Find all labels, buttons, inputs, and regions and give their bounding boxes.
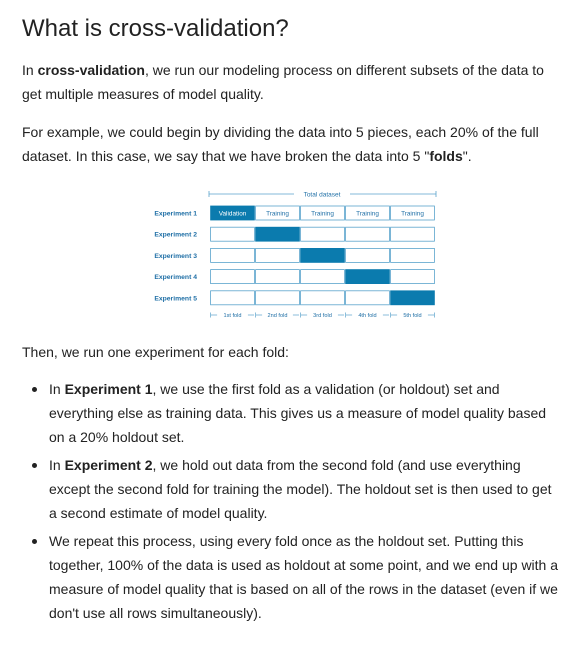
training-fold-cell [300, 290, 345, 306]
experiment-label: Experiment 4 [154, 274, 197, 281]
bullet-text-before: In [49, 381, 65, 397]
training-fold-cell [300, 269, 345, 284]
training-fold-cell [255, 205, 300, 221]
fold-axis: 1st fold 2nd fold 3rd fold 4th fold 5th fold [210, 312, 435, 319]
training-fold-cell [255, 248, 300, 263]
training-fold-cell [390, 226, 435, 242]
training-fold-cell [255, 269, 300, 284]
intro-text-before: In [22, 62, 38, 78]
training-fold-cell [210, 269, 255, 284]
fold-label: 4th fold [358, 313, 376, 319]
validation-fold-cell [300, 248, 345, 263]
training-fold-cell [300, 205, 345, 221]
example-paragraph: For example, we could begin by dividing … [22, 120, 562, 168]
training-fold-cell [345, 290, 390, 306]
experiment-label: Experiment 5 [154, 295, 197, 302]
training-fold-cell [390, 248, 435, 263]
bullet-dot [32, 539, 37, 544]
validation-fold-cell [210, 205, 255, 221]
bullet-bold-term: Experiment 2 [64, 457, 153, 473]
fold-label: 3rd fold [313, 313, 332, 319]
validation-fold-cell [255, 226, 300, 242]
bullet-bold-term: Experiment 1 [64, 381, 153, 397]
training-fold-cell [255, 290, 300, 306]
fold-label: 1st fold [223, 313, 241, 319]
bullet-dot [32, 387, 37, 392]
then-paragraph: Then, we run one experiment for each fol… [22, 344, 289, 360]
training-label: Training [356, 210, 379, 217]
list-item: We repeat this process, using every fold… [22, 529, 562, 625]
fold-label: 5th fold [403, 313, 421, 319]
intro-paragraph: In cross-validation, we run our modeling… [22, 58, 562, 106]
training-fold-cell [345, 205, 390, 221]
training-fold-cell [345, 248, 390, 263]
bullet-list: In Experiment 1, we use the first fold a… [22, 377, 562, 629]
training-fold-cell [210, 248, 255, 263]
example-bold-term: folds [429, 148, 463, 164]
intro-bold-term: cross-validation [37, 62, 145, 78]
bullet-dot [32, 463, 37, 468]
validation-label: Validation [219, 210, 247, 217]
training-fold-cell [210, 290, 255, 306]
bullet-text-after: We repeat this process, using every fold… [49, 533, 559, 621]
bullet-text-after: , we hold out data from the second fold … [49, 457, 552, 521]
experiment-rows: Experiment 1 Validation Training Training Tr… [154, 205, 435, 306]
experiment-label: Experiment 3 [154, 253, 197, 260]
cross-validation-diagram-svg: Total dataset Experiment 1 Validation Trai… [154, 191, 437, 319]
bullet-text-before: In [49, 457, 65, 473]
training-fold-cell [210, 226, 255, 242]
cross-validation-diagram: Total dataset Experiment 1 Validation Trai… [140, 186, 440, 320]
list-item: In Experiment 2, we hold out data from t… [22, 453, 562, 525]
experiment-label: Experiment 1 [154, 211, 197, 218]
training-label: Training [311, 210, 334, 217]
experiment-label: Experiment 2 [154, 232, 197, 239]
total-dataset-label: Total dataset [304, 192, 341, 199]
training-fold-cell [300, 226, 345, 242]
bullet-text-after: , we use the first fold as a validation … [49, 381, 547, 445]
training-label: Training [266, 210, 289, 217]
validation-fold-cell [345, 269, 390, 284]
validation-fold-cell [390, 290, 435, 306]
example-text-after: ". [462, 148, 472, 164]
intro-text-after: , we run our modeling process on differe… [22, 62, 544, 102]
training-fold-cell [390, 205, 435, 221]
list-item: In Experiment 1, we use the first fold a… [22, 377, 562, 449]
page-title: What is cross-validation? [22, 15, 289, 42]
training-label: Training [401, 210, 424, 217]
example-text-before: For example, we could begin by dividing … [22, 124, 539, 164]
training-fold-cell [345, 226, 390, 242]
fold-label: 2nd fold [268, 313, 288, 319]
training-fold-cell [390, 269, 435, 284]
